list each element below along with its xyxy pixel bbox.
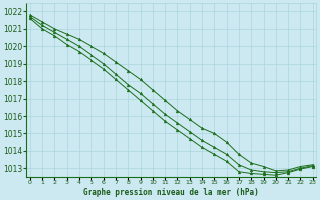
X-axis label: Graphe pression niveau de la mer (hPa): Graphe pression niveau de la mer (hPa)	[84, 188, 259, 197]
